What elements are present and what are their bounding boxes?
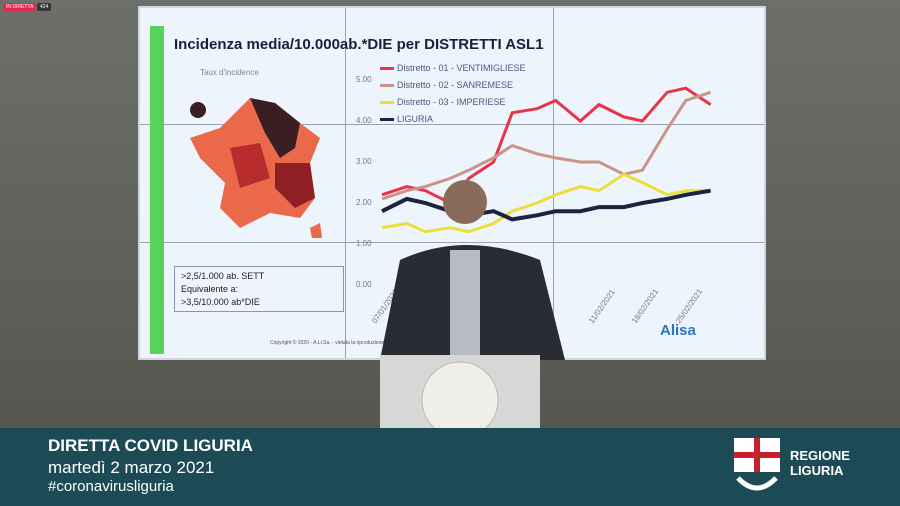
series-line (381, 188, 711, 222)
broadcast-title: DIRETTA COVID LIGURIA (48, 436, 253, 455)
threshold-box: >2,5/1.000 ab. SETT Equivalente a: >3,5/10… (174, 266, 344, 312)
presentation-screen: Incidenza media/10.000ab.*DIE per DISTRE… (138, 6, 766, 360)
brand-name: REGIONE LIGURIA (790, 448, 850, 478)
regione-liguria-logo-icon (734, 438, 780, 491)
y-tick-label: 3.00 (356, 157, 372, 166)
y-tick-label: 2.00 (356, 198, 372, 207)
legend-item: Distretto - 01 - VENTIMIGLIESE (380, 60, 526, 77)
speaker-and-podium (380, 180, 565, 430)
y-tick-label: 4.00 (356, 116, 372, 125)
live-badge: IN DIRETTA (3, 3, 37, 11)
series-line (381, 90, 712, 201)
france-map (190, 98, 322, 238)
chart-legend: Distretto - 01 - VENTIMIGLIESE Distretto… (380, 60, 526, 128)
series-line (381, 172, 711, 234)
legend-item: LIGURIA (380, 111, 526, 128)
broadcast-date: martedì 2 marzo 2021 (48, 458, 215, 477)
green-bar (150, 26, 164, 354)
legend-item: Distretto - 02 - SANREMESE (380, 77, 526, 94)
hashtag: #coronavirusliguria (48, 478, 174, 495)
map-title: Taux d'incidence (200, 68, 259, 77)
chart-plot (381, 86, 712, 234)
slide-title: Incidenza media/10.000ab.*DIE per DISTRE… (174, 36, 544, 53)
series-line (381, 86, 712, 205)
copyright: Copyright © 2020 - A.Li.Sa. - vietata la… (270, 340, 414, 346)
y-tick-label: 1.00 (356, 239, 372, 248)
viewer-count: 424 (37, 3, 52, 11)
alisa-logo: Alisa (660, 322, 696, 339)
y-tick-label: 0.00 (356, 280, 372, 289)
lower-third: DIRETTA COVID LIGURIA martedì 2 marzo 20… (0, 428, 900, 506)
legend-item: Distretto - 03 - IMPERIESE (380, 94, 526, 111)
y-tick-label: 5.00 (356, 75, 372, 84)
